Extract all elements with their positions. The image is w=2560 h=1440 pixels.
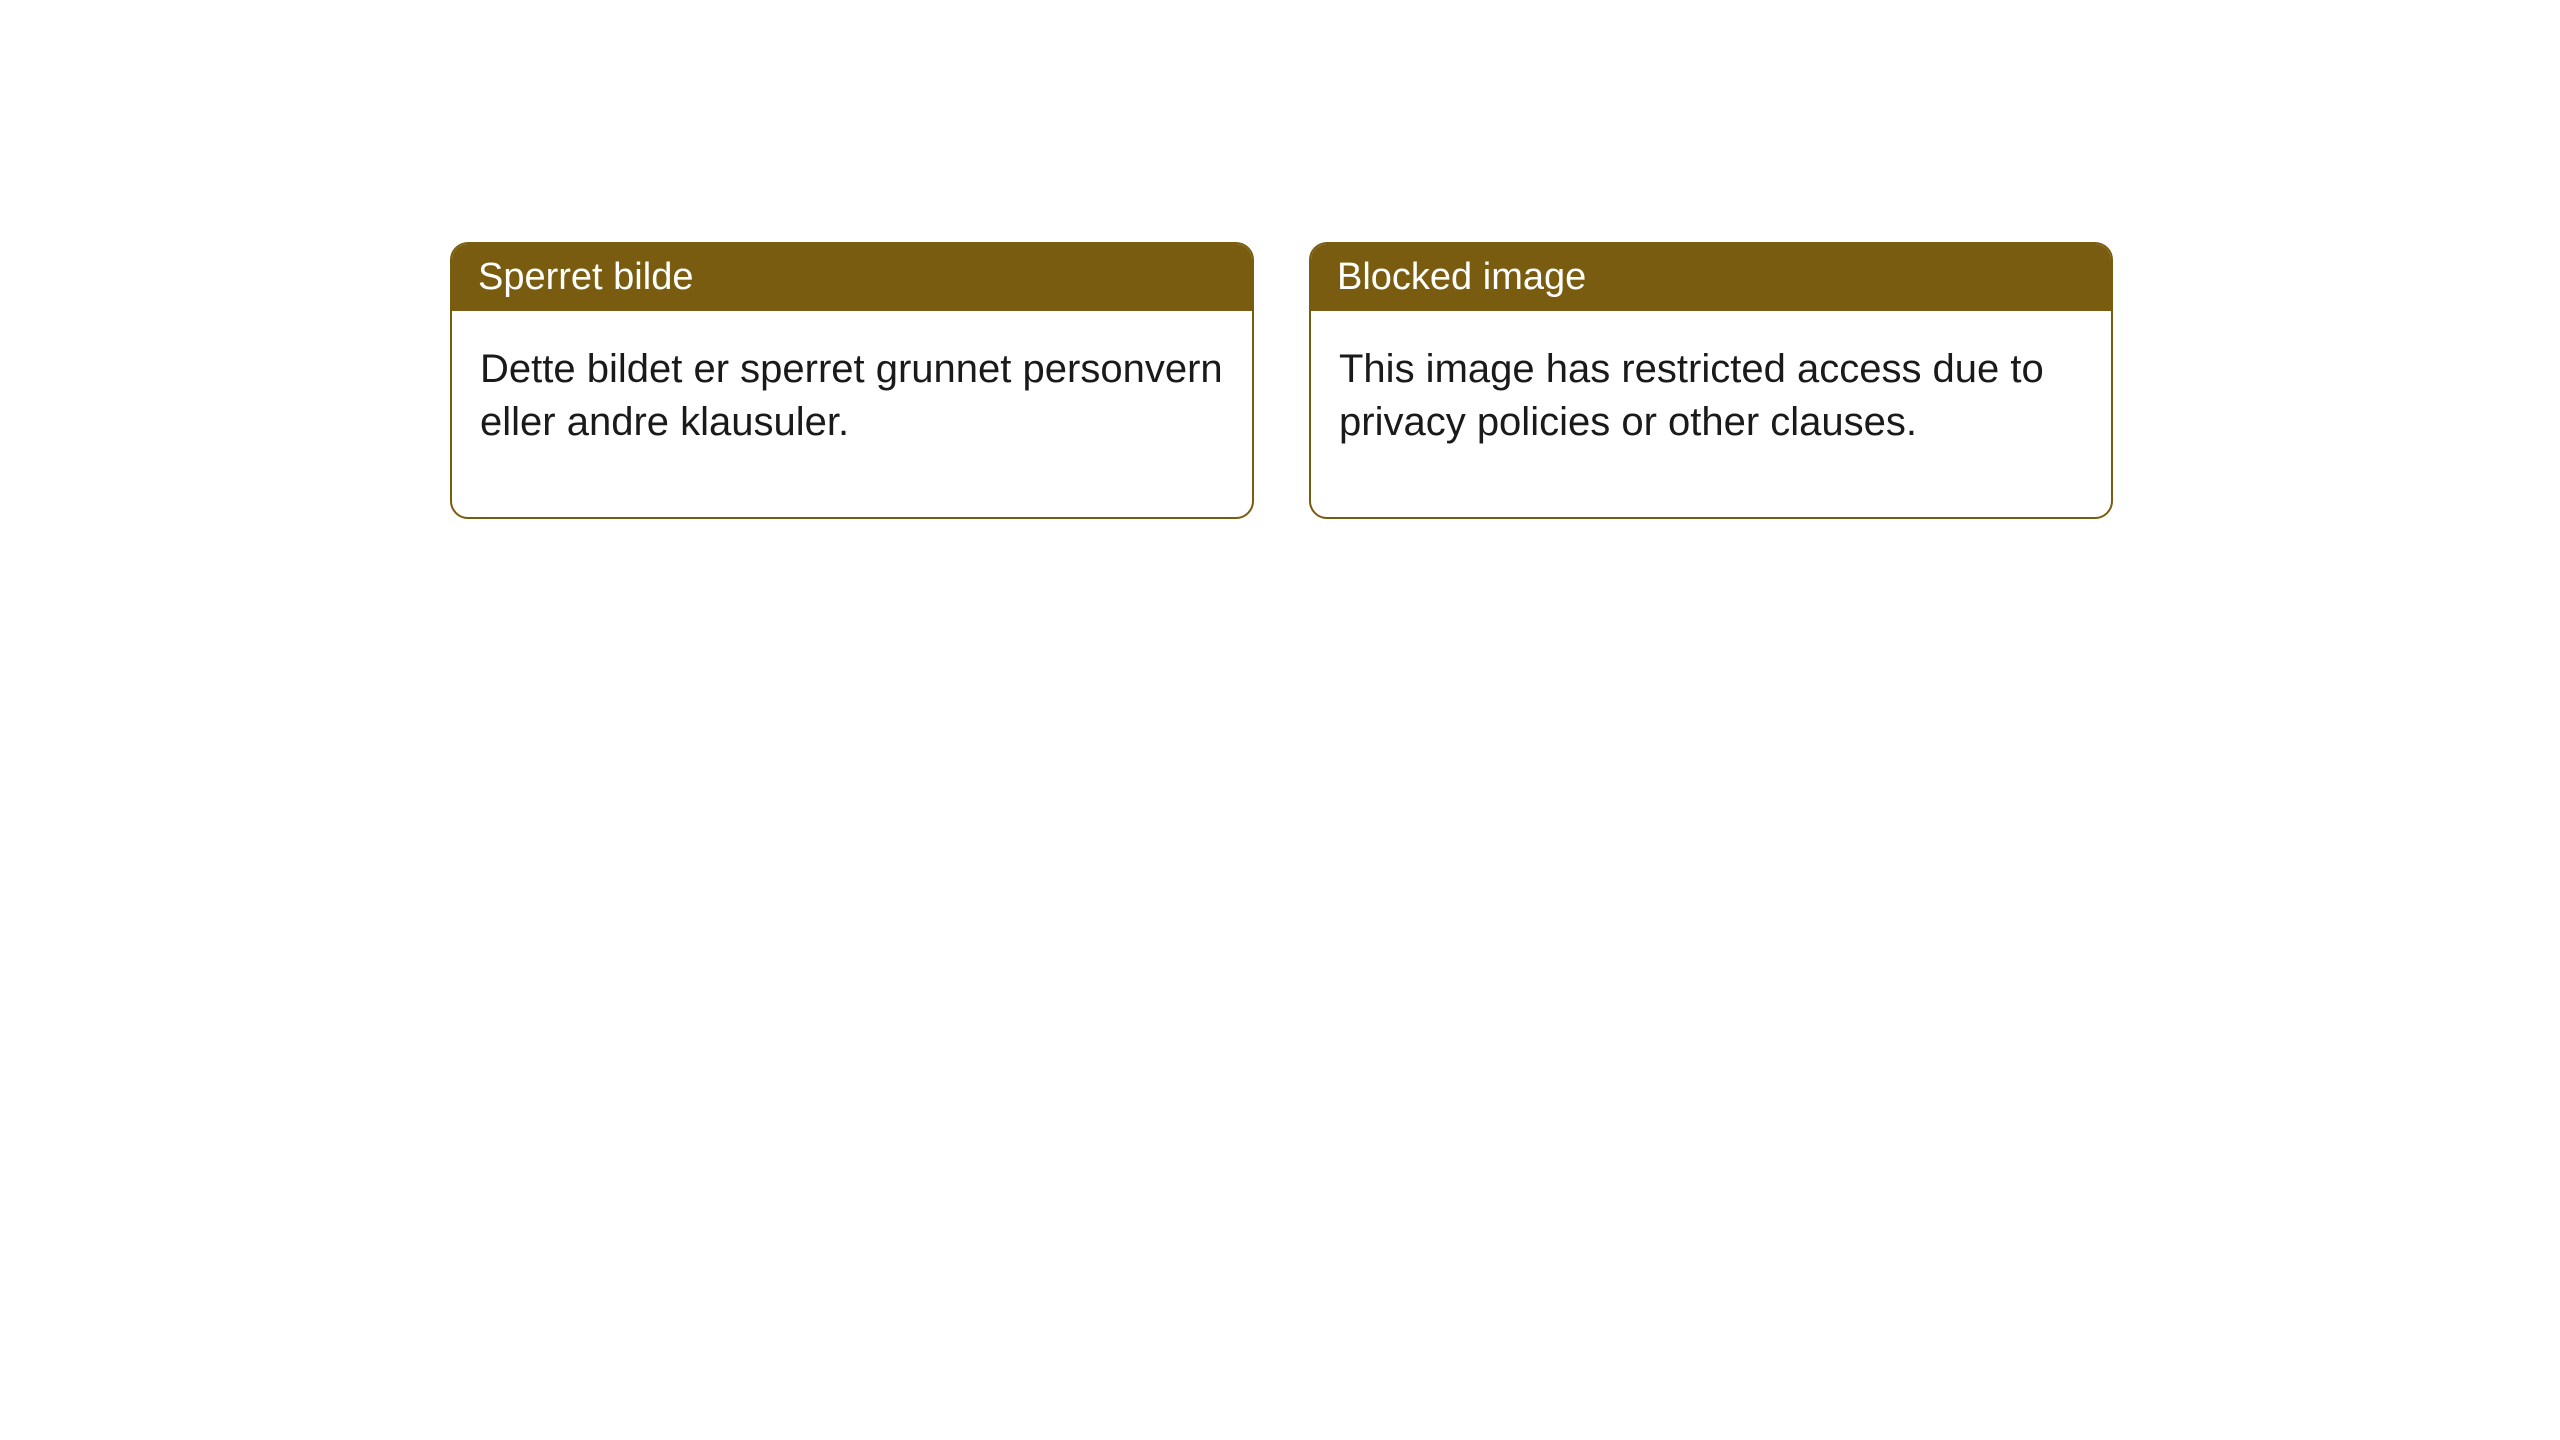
card-body: Dette bildet er sperret grunnet personve… [452, 311, 1252, 517]
notice-cards-row: Sperret bilde Dette bildet er sperret gr… [450, 242, 2113, 519]
blocked-image-card-no: Sperret bilde Dette bildet er sperret gr… [450, 242, 1254, 519]
card-body: This image has restricted access due to … [1311, 311, 2111, 517]
card-header: Sperret bilde [452, 244, 1252, 311]
blocked-image-card-en: Blocked image This image has restricted … [1309, 242, 2113, 519]
card-header: Blocked image [1311, 244, 2111, 311]
